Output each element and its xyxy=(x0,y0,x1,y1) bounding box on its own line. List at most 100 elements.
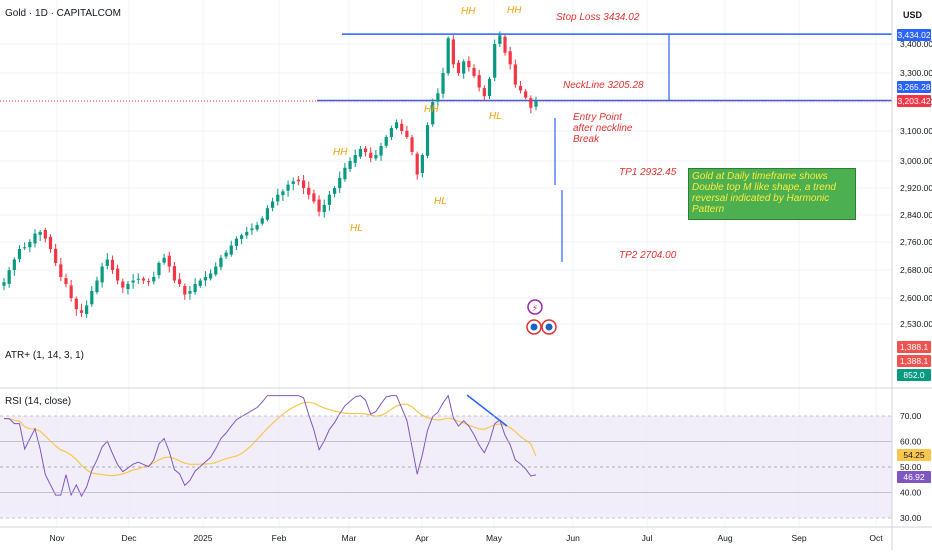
candle-body xyxy=(141,278,146,281)
candle-body xyxy=(374,155,378,159)
candle-body xyxy=(436,93,440,102)
candle-body xyxy=(363,148,368,152)
candle-body xyxy=(467,60,471,68)
hh-label: HH xyxy=(507,5,522,16)
time-tick-label: Jul xyxy=(642,533,653,543)
candle-body xyxy=(245,231,249,236)
candle-body xyxy=(353,155,357,163)
candle-body xyxy=(239,235,244,239)
hl-label: HL xyxy=(350,223,363,234)
candle-body xyxy=(105,259,109,266)
candle-body xyxy=(441,73,445,94)
candle-body xyxy=(38,231,42,235)
candle-body xyxy=(327,194,331,205)
candle-body xyxy=(265,208,270,220)
candle-body xyxy=(167,255,171,267)
candle-body xyxy=(209,273,213,279)
entry-point-label: Entry Point after neckline Break xyxy=(573,112,633,145)
rsi-tick-label: 50.00 xyxy=(900,462,922,472)
time-tick-label: Oct xyxy=(869,533,883,543)
price-tick-label: 3,100.00 xyxy=(900,126,932,136)
hh-label: HH xyxy=(461,6,476,17)
candle-body xyxy=(518,86,523,91)
lightning-glyph: ⚡ xyxy=(532,303,538,313)
analysis-text-box[interactable]: Gold at Daily timeframe shows Double top… xyxy=(688,168,856,220)
time-tick-label: Mar xyxy=(342,533,357,543)
candle-body xyxy=(482,88,486,97)
candle-body xyxy=(219,257,223,268)
candle-body xyxy=(64,278,68,284)
lightning-icon[interactable] xyxy=(527,299,543,315)
candle-body xyxy=(23,247,27,249)
candle-body xyxy=(79,310,84,313)
candle-body xyxy=(431,102,435,125)
price-tick-label: 3,300.00 xyxy=(900,68,932,78)
candle-body xyxy=(291,181,295,184)
candle-body xyxy=(524,91,528,98)
stop-loss-price-badge: 3,434.02 xyxy=(897,29,931,41)
candle-body xyxy=(2,282,6,286)
candle-body xyxy=(28,242,32,248)
level-lines xyxy=(0,33,892,262)
atr-value-badge: 1,388.1 xyxy=(897,355,931,367)
neckline-price-badge: 3,265.28 xyxy=(897,81,931,93)
price-tick-label: 2,920.00 xyxy=(900,183,932,193)
candle-body xyxy=(343,167,347,180)
candle-body xyxy=(198,280,202,286)
candles xyxy=(2,31,538,318)
candle-body xyxy=(415,153,419,175)
candle-body xyxy=(270,201,275,208)
candle-body xyxy=(110,259,115,270)
flag-icon-inner xyxy=(545,323,553,331)
candle-body xyxy=(172,266,177,281)
atr-indicator-label[interactable]: ATR+ (1, 14, 3, 1) xyxy=(5,350,85,361)
time-tick-label: Feb xyxy=(272,533,287,543)
candle-body xyxy=(312,193,316,202)
candle-body xyxy=(7,270,11,284)
rsi-value-badge: 46.92 xyxy=(897,471,931,483)
candle-body xyxy=(286,184,290,191)
event-icons: ⚡ xyxy=(526,299,557,335)
candle-body xyxy=(472,67,476,76)
candle-body xyxy=(250,228,254,231)
currency-label[interactable]: USD xyxy=(903,10,923,20)
hh-label: HH xyxy=(424,104,439,115)
price-tick-label: 2,600.00 xyxy=(900,293,932,303)
candle-body xyxy=(276,194,280,202)
candle-body xyxy=(54,248,58,263)
tp2-label: TP2 2704.00 xyxy=(619,250,677,261)
candle-body xyxy=(410,137,414,152)
candle-body xyxy=(498,35,502,44)
candle-body xyxy=(493,44,497,78)
time-tick-label: 2025 xyxy=(194,533,213,543)
candle-body xyxy=(74,298,78,310)
rsi-line xyxy=(4,394,537,498)
time-tick-label: Sep xyxy=(791,533,806,543)
stop-loss-label: Stop Loss 3434.02 xyxy=(556,12,640,23)
candle-body xyxy=(451,39,455,65)
time-tick-label: Aug xyxy=(717,533,732,543)
time-axis: Nov Dec 2025 Feb Mar Apr May Jun Jul Aug Sep Oct xyxy=(49,533,883,543)
candle-body xyxy=(229,245,233,255)
candle-body xyxy=(322,204,326,213)
atr-value-badge: 1,388.1 xyxy=(897,341,931,353)
price-tick-label: 2,760.00 xyxy=(900,237,932,247)
rsi-ma-line xyxy=(4,401,537,477)
candle-body xyxy=(12,259,16,270)
time-tick-label: May xyxy=(486,533,503,543)
rsi-lines xyxy=(4,394,537,498)
rsi-tick-label: 30.00 xyxy=(900,513,922,523)
rsi-indicator-label[interactable]: RSI (14, close) xyxy=(5,396,72,407)
candle-body xyxy=(317,199,321,212)
candle-body xyxy=(136,278,140,280)
symbol-title[interactable]: Gold · 1D · CAPITALCOM xyxy=(5,8,121,19)
last-price-badge: 3,203.42 xyxy=(897,95,931,107)
candle-body xyxy=(503,36,507,53)
candle-body xyxy=(48,236,53,249)
candle-body xyxy=(255,225,259,230)
candle-body xyxy=(116,268,120,281)
candle-body xyxy=(338,177,342,189)
hl-label: HL xyxy=(489,111,502,122)
